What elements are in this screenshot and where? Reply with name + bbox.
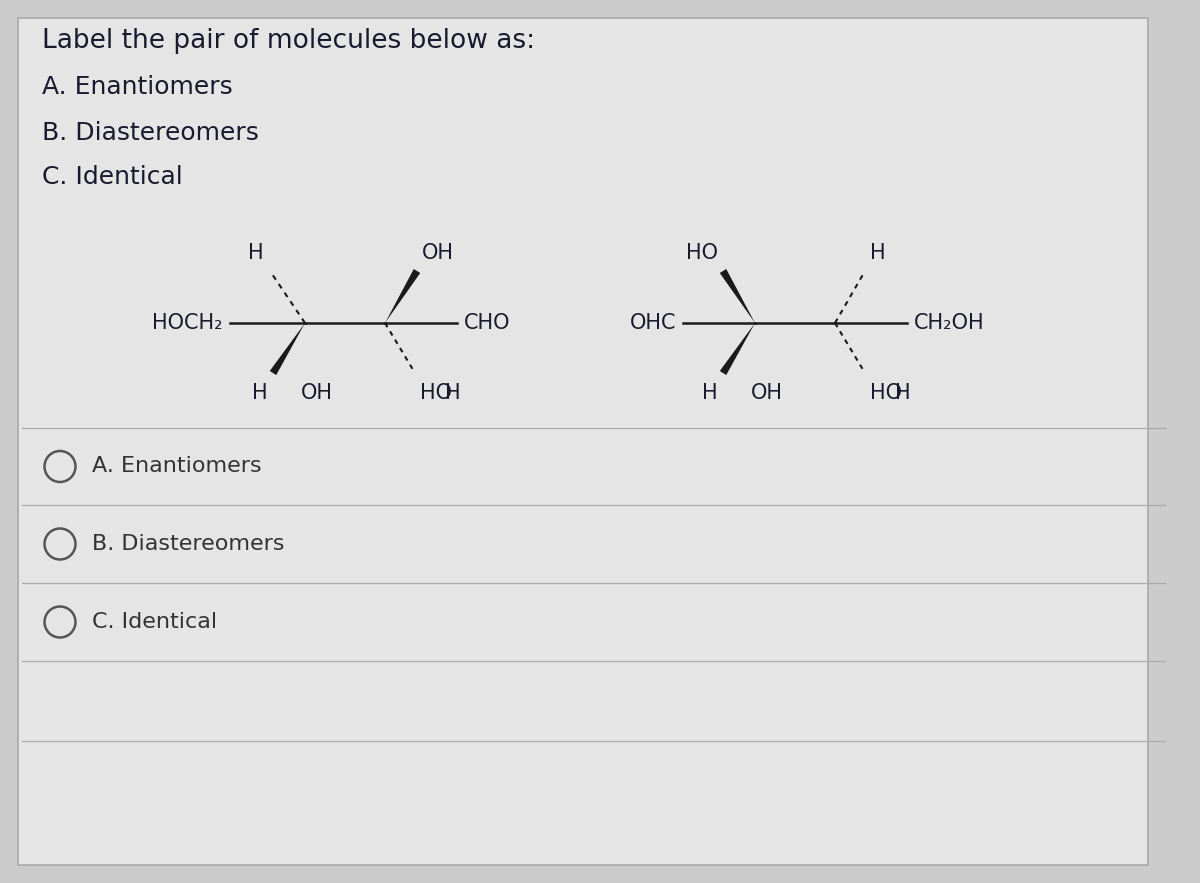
Text: B. Diastereomers: B. Diastereomers <box>42 121 259 145</box>
Text: B. Diastereomers: B. Diastereomers <box>92 534 284 554</box>
Text: CHO: CHO <box>464 313 510 333</box>
Text: HOCH₂: HOCH₂ <box>152 313 223 333</box>
FancyBboxPatch shape <box>18 18 1148 865</box>
Text: A. Enantiomers: A. Enantiomers <box>42 75 233 99</box>
Polygon shape <box>385 269 420 323</box>
Text: Label the pair of molecules below as:: Label the pair of molecules below as: <box>42 28 535 54</box>
Polygon shape <box>720 269 755 323</box>
Text: OHC: OHC <box>630 313 676 333</box>
Text: H: H <box>445 383 461 403</box>
Text: CH₂OH: CH₂OH <box>914 313 985 333</box>
Text: C. Identical: C. Identical <box>92 612 217 632</box>
Text: H: H <box>895 383 911 403</box>
Text: H: H <box>248 243 264 263</box>
Text: A. Enantiomers: A. Enantiomers <box>92 457 262 477</box>
Text: H: H <box>252 383 268 403</box>
Text: HO: HO <box>686 243 718 263</box>
Text: HO: HO <box>870 383 902 403</box>
Polygon shape <box>270 323 305 375</box>
Text: C. Identical: C. Identical <box>42 165 182 189</box>
Text: H: H <box>702 383 718 403</box>
Text: OH: OH <box>751 383 784 403</box>
Polygon shape <box>720 323 755 375</box>
Text: OH: OH <box>422 243 454 263</box>
Text: H: H <box>870 243 886 263</box>
Text: OH: OH <box>301 383 334 403</box>
Text: HO: HO <box>420 383 452 403</box>
